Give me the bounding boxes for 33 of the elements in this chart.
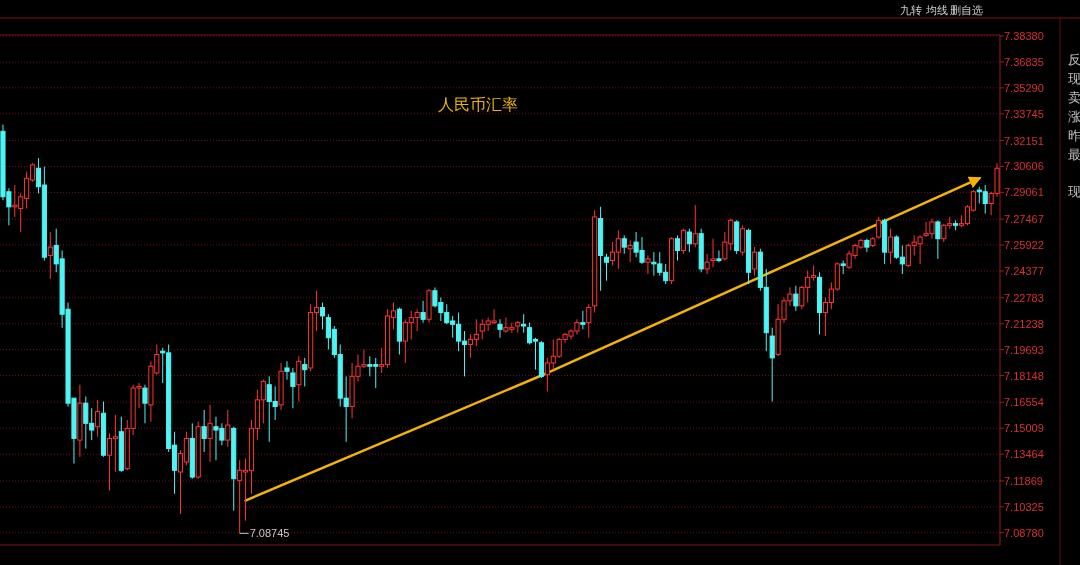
- text: 最: [1068, 147, 1080, 162]
- y-tick-label: 7.10325: [1004, 500, 1044, 513]
- y-tick-label: 7.08780: [1004, 526, 1044, 539]
- y-tick-label: 7.32151: [1004, 134, 1044, 147]
- y-tick-label: 7.19693: [1004, 343, 1044, 356]
- annotation: 7.08745: [249, 527, 290, 540]
- text: 删自选: [949, 4, 983, 16]
- y-tick-label: 7.29061: [1004, 186, 1044, 199]
- y-tick-label: 7.33745: [1004, 107, 1044, 120]
- y-tick-label: 7.35290: [1004, 81, 1044, 94]
- y-tick-label: 7.25922: [1004, 239, 1044, 252]
- low-label: 7.08745: [239, 527, 290, 540]
- y-tick-label: 7.38380: [1004, 30, 1044, 42]
- text: 人民币汇率: [438, 96, 518, 113]
- y-tick-label: 7.22783: [1004, 291, 1044, 304]
- y-tick-label: 7.15009: [1004, 422, 1044, 435]
- text: 现: [1068, 71, 1080, 86]
- y-tick-label: 7.18148: [1004, 369, 1044, 382]
- y-tick-label: 7.27467: [1004, 213, 1044, 226]
- text: 均线: [925, 4, 948, 16]
- y-tick-label: 7.13464: [1004, 448, 1044, 461]
- text: 反: [1068, 52, 1080, 67]
- y-tick-label: 7.11869: [1004, 474, 1043, 487]
- y-tick-label: 7.24377: [1004, 265, 1044, 277]
- y-tick-label: 7.30606: [1004, 160, 1044, 173]
- text: 卖: [1068, 90, 1080, 105]
- y-tick-label: 7.21238: [1004, 317, 1044, 330]
- text: 涨: [1068, 109, 1080, 124]
- y-tick-label: 7.36835: [1004, 55, 1044, 68]
- text: 现: [1068, 184, 1080, 199]
- text: 九转: [900, 4, 922, 16]
- text: 昨: [1068, 128, 1080, 143]
- y-tick-label: 7.16554: [1004, 396, 1044, 409]
